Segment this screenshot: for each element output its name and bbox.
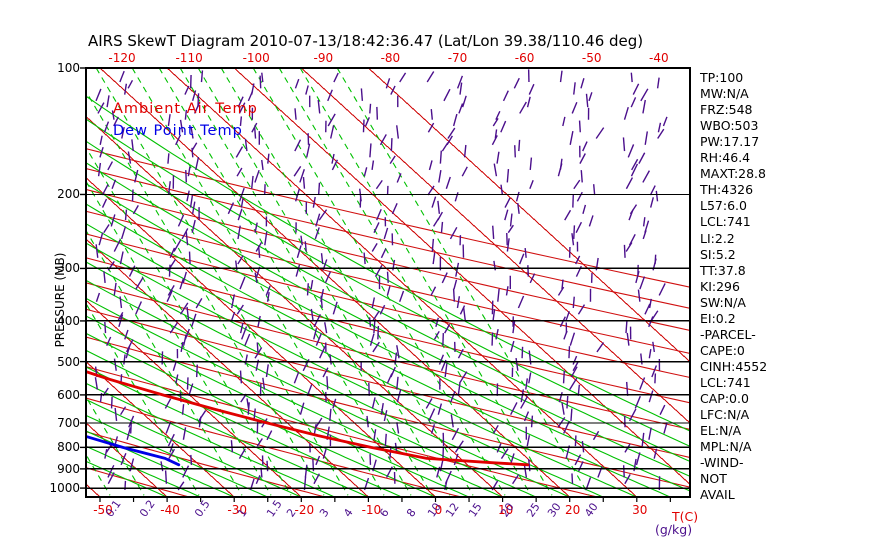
index-readout: LCL:741 [700, 214, 751, 230]
bottom-temp-tick: -30 [227, 503, 247, 517]
pressure-tick: 800 [57, 440, 80, 455]
bottom-temp-tick: 10 [497, 503, 514, 517]
top-temp-tick: -60 [514, 51, 535, 65]
index-readout: MPL:N/A [700, 439, 752, 455]
legend-ambient-air-temp: Ambient Air Temp [113, 101, 258, 117]
legend-dew-point-temp: Dew Point Temp [113, 123, 243, 139]
top-temp-tick: -90 [313, 51, 334, 65]
index-readout: CAP:0.0 [700, 391, 749, 406]
index-readout: TH:4326 [700, 182, 754, 198]
pressure-tick: 100 [57, 61, 80, 75]
bottom-temp-tick: -50 [93, 503, 113, 517]
top-temp-tick: -40 [648, 51, 669, 65]
pressure-tick: 1000 [49, 481, 80, 496]
index-readout: CINH:4552 [700, 358, 768, 374]
index-readout: TT:37.8 [700, 262, 746, 278]
bottom-temp-tick: 20 [565, 503, 581, 517]
top-temp-tick: -110 [175, 51, 203, 65]
top-temp-tick: -50 [581, 51, 602, 65]
ambient-air-temp-trace [86, 370, 530, 467]
index-readout: PW:17.17 [700, 134, 760, 150]
bottom-temp-tick: 30 [632, 503, 648, 517]
bottom-temp-tick: -40 [160, 503, 180, 517]
index-readout: L57:6.0 [700, 198, 747, 214]
pressure-tick: 700 [57, 416, 80, 431]
index-readout: SI:5.2 [700, 246, 736, 262]
index-readout: SW:N/A [700, 294, 746, 310]
top-temp-tick: -100 [242, 51, 270, 65]
pressure-tick: 300 [57, 261, 80, 276]
index-readout: MW:N/A [700, 86, 749, 102]
index-readout: KI:296 [700, 278, 740, 294]
pressure-tick: 400 [57, 313, 80, 328]
index-readout: CAPE:0 [700, 342, 745, 358]
bottom-temp-tick: 0 [434, 503, 443, 517]
index-readout: LCL:741 [700, 374, 751, 390]
index-readout: TP:100 [700, 70, 744, 85]
pressure-tick: 200 [57, 187, 80, 202]
index-readout: EI:0.2 [700, 310, 736, 326]
index-readout: NOT [700, 471, 727, 487]
bottom-temp-tick: -20 [294, 503, 315, 517]
mixing-ratio-axis-label: (g/kg) [655, 522, 693, 537]
temperature-axis-label: T(C) [672, 509, 699, 524]
index-readout: WBO:503 [700, 118, 759, 134]
top-temp-tick: -70 [447, 51, 468, 65]
pressure-tick: 500 [57, 354, 80, 369]
pressure-tick: 600 [57, 387, 80, 402]
pressure-tick: 900 [57, 461, 80, 476]
index-readout: MAXT:28.8 [700, 166, 766, 182]
index-readout: RH:46.4 [700, 150, 751, 166]
index-readout: FRZ:548 [700, 102, 753, 118]
index-readout: -PARCEL- [700, 326, 756, 342]
top-temp-tick: -120 [108, 51, 136, 65]
bottom-temp-tick: -10 [361, 503, 382, 517]
index-readout: LI:2.2 [700, 230, 735, 246]
index-readout: -WIND- [700, 455, 744, 471]
index-readout: EL:N/A [700, 423, 742, 439]
index-readout: LFC:N/A [700, 407, 750, 423]
page-title: AIRS SkewT Diagram 2010-07-13/18:42:36.4… [88, 32, 644, 50]
top-temp-tick: -80 [380, 51, 401, 65]
index-readout: AVAIL [700, 487, 735, 503]
